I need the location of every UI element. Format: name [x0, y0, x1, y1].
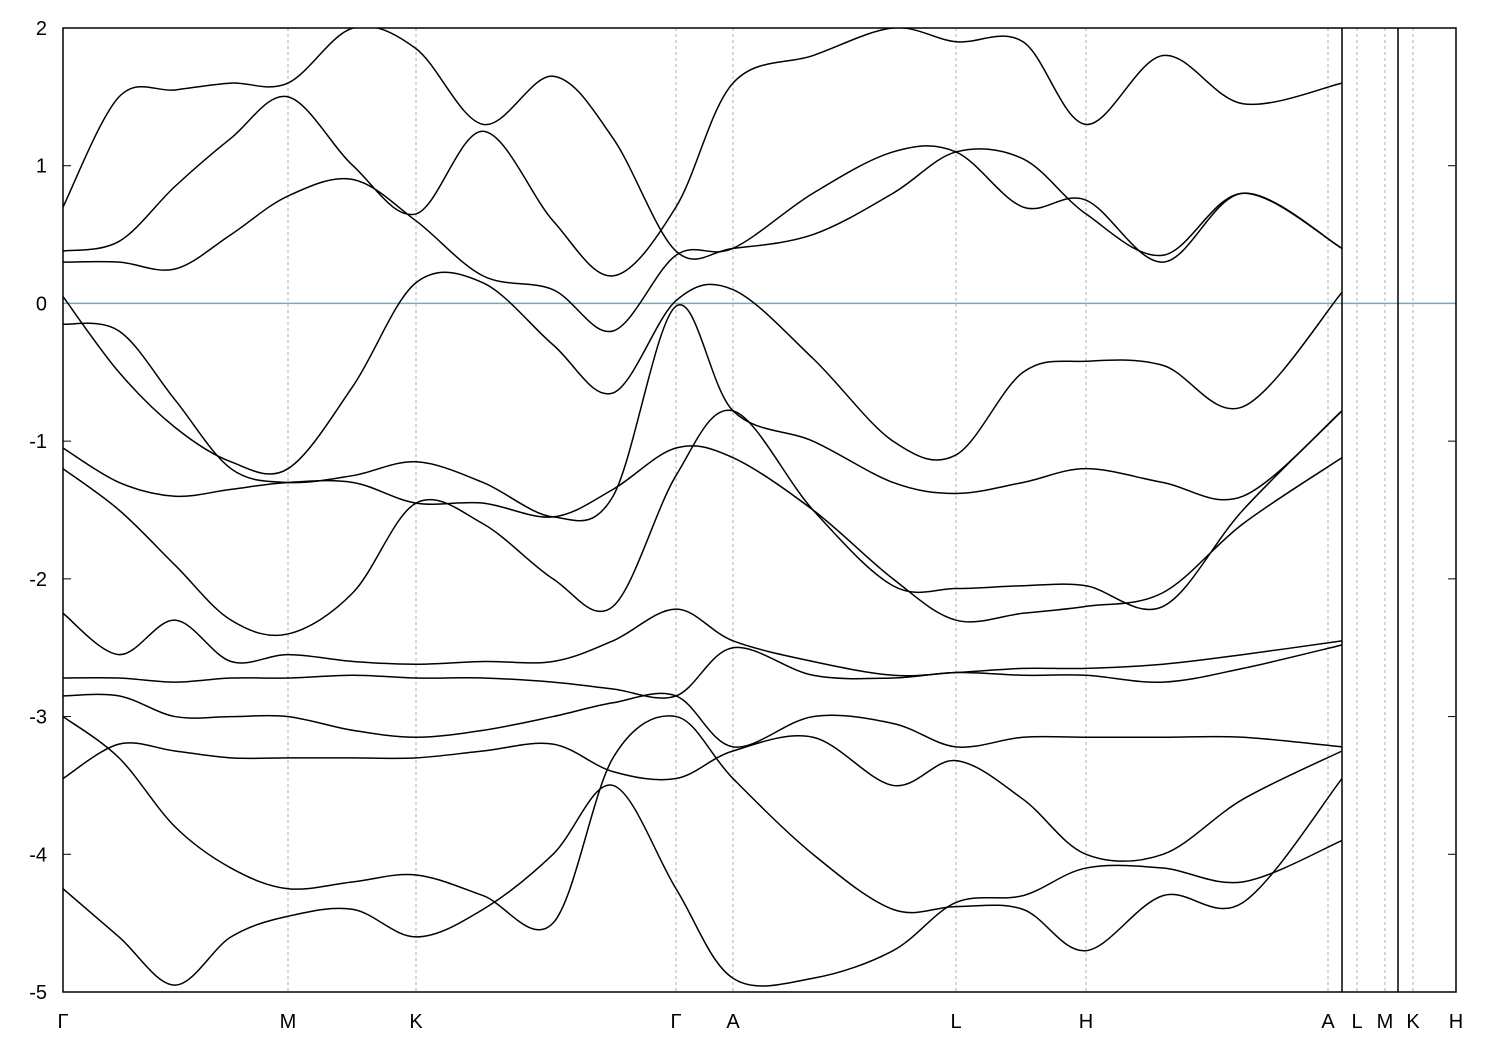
x-tick-label: L — [1351, 1011, 1362, 1033]
y-tick-label: 1 — [36, 156, 47, 178]
y-tick-label: -4 — [29, 844, 47, 866]
y-tick-label: -1 — [29, 431, 47, 453]
plot-frame — [62, 27, 1457, 993]
bands — [63, 28, 1456, 987]
x-tick-label: M — [280, 1011, 297, 1033]
band — [63, 409, 1343, 637]
x-tick-label: A — [1321, 1011, 1335, 1033]
x-tick-label: L — [950, 1011, 961, 1033]
x-tick-label: Γ — [670, 1011, 681, 1033]
band — [63, 715, 1343, 952]
x-tick-label: K — [1406, 1011, 1420, 1033]
band — [63, 271, 1343, 475]
band — [63, 304, 1343, 522]
band — [63, 784, 1343, 987]
x-tick-label: H — [1079, 1011, 1093, 1033]
grid — [63, 27, 1456, 993]
band — [63, 145, 1343, 333]
band — [63, 644, 1343, 699]
band — [63, 445, 1343, 623]
band — [63, 735, 1343, 862]
x-tick-label: M — [1377, 1011, 1394, 1033]
band — [63, 692, 1343, 748]
band — [63, 28, 1343, 260]
x-tick-label: A — [726, 1011, 740, 1033]
x-tick-label: Γ — [57, 1011, 68, 1033]
y-tick-label: -2 — [29, 569, 47, 591]
y-tick-label: 2 — [36, 18, 47, 40]
y-tick-label: -5 — [29, 982, 47, 1004]
labels: 210-1-2-3-4-5Γ M K Γ A L H A L M K H — [29, 18, 1463, 1033]
y-tick-label: 0 — [36, 293, 47, 315]
band — [63, 608, 1343, 677]
y-tick-label: -3 — [29, 707, 47, 729]
band — [63, 28, 1343, 277]
x-tick-label: H — [1449, 1011, 1463, 1033]
x-tick-label: K — [409, 1011, 423, 1033]
